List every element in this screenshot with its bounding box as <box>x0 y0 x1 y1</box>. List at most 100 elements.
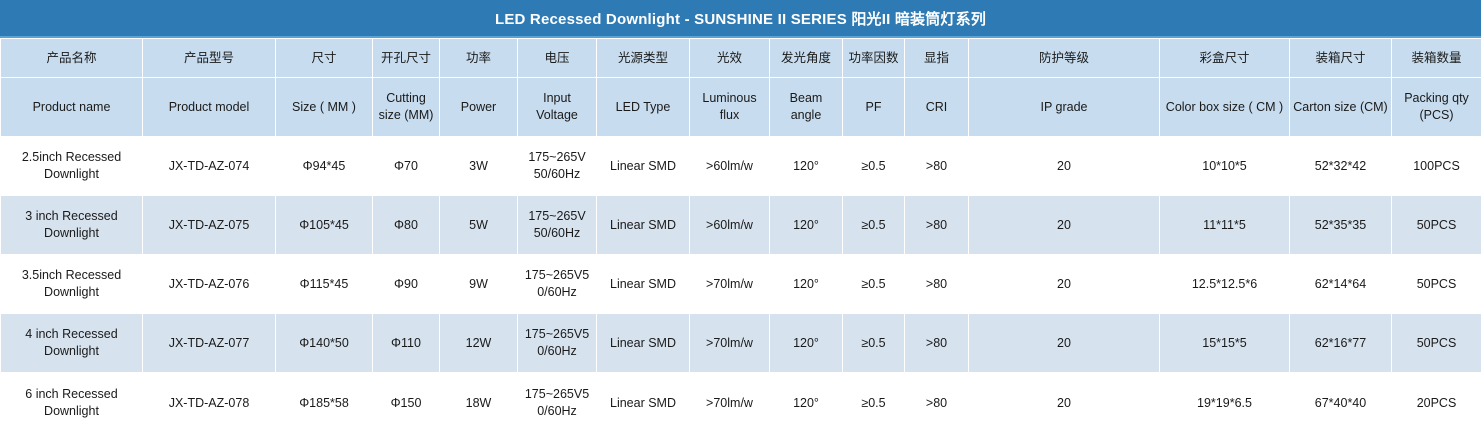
cell-color-box-size: 10*10*5 <box>1159 136 1290 196</box>
cell-power: 3W <box>439 136 518 196</box>
cell-input-voltage: 175~265V 50/60Hz <box>517 195 597 255</box>
cell-led-type: Linear SMD <box>596 195 690 255</box>
col-header-cn: 彩盒尺寸 <box>1159 38 1290 78</box>
col-header-cn: 电压 <box>517 38 597 78</box>
col-header-en: Cutting size (MM) <box>372 77 440 137</box>
cell-carton-size: 62*16*77 <box>1289 313 1392 373</box>
cell-led-type: Linear SMD <box>596 313 690 373</box>
col-header-cn: 光效 <box>689 38 770 78</box>
cell-ip-grade: 20 <box>968 195 1160 255</box>
cell-carton-size: 62*14*64 <box>1289 254 1392 314</box>
cell-power: 5W <box>439 195 518 255</box>
cell-carton-size: 52*32*42 <box>1289 136 1392 196</box>
cell-ip-grade: 20 <box>968 136 1160 196</box>
table-row: 3 inch Recessed Downlight JX-TD-AZ-075 Φ… <box>0 195 1481 255</box>
title-bar: LED Recessed Downlight - SUNSHINE II SER… <box>0 0 1481 38</box>
col-header-cn: 光源类型 <box>596 38 690 78</box>
col-header-en: Size ( MM ) <box>275 77 373 137</box>
cell-beam-angle: 120° <box>769 313 843 373</box>
cell-cutting-size: Φ110 <box>372 313 440 373</box>
table-row: 4 inch Recessed Downlight JX-TD-AZ-077 Φ… <box>0 313 1481 373</box>
col-header-cn: 尺寸 <box>275 38 373 78</box>
cell-product-name: 4 inch Recessed Downlight <box>0 313 143 373</box>
col-header-en: CRI <box>904 77 969 137</box>
cell-beam-angle: 120° <box>769 136 843 196</box>
cell-cri: >80 <box>904 195 969 255</box>
cell-luminous-flux: >60lm/w <box>689 136 770 196</box>
col-header-cn: 功率 <box>439 38 518 78</box>
cell-pf: ≥0.5 <box>842 313 905 373</box>
cell-size: Φ140*50 <box>275 313 373 373</box>
cell-cri: >80 <box>904 136 969 196</box>
cell-ip-grade: 20 <box>968 254 1160 314</box>
col-header-cn: 装箱尺寸 <box>1289 38 1392 78</box>
col-header-en: PF <box>842 77 905 137</box>
col-header-en: Input Voltage <box>517 77 597 137</box>
cell-cri: >80 <box>904 313 969 373</box>
cell-carton-size: 67*40*40 <box>1289 372 1392 434</box>
cell-size: Φ185*58 <box>275 372 373 434</box>
cell-product-name: 6 inch Recessed Downlight <box>0 372 143 434</box>
page-title: LED Recessed Downlight - SUNSHINE II SER… <box>494 10 987 28</box>
cell-luminous-flux: >70lm/w <box>689 313 770 373</box>
cell-product-name: 3.5inch Recessed Downlight <box>0 254 143 314</box>
cell-beam-angle: 120° <box>769 195 843 255</box>
cell-input-voltage: 175~265V5 0/60Hz <box>517 313 597 373</box>
cell-color-box-size: 15*15*5 <box>1159 313 1290 373</box>
col-header-en: Beam angle <box>769 77 843 137</box>
cell-pf: ≥0.5 <box>842 372 905 434</box>
cell-carton-size: 52*35*35 <box>1289 195 1392 255</box>
cell-product-model: JX-TD-AZ-074 <box>142 136 276 196</box>
col-header-en: Power <box>439 77 518 137</box>
col-header-en: Color box size ( CM ) <box>1159 77 1290 137</box>
cell-product-name: 2.5inch Recessed Downlight <box>0 136 143 196</box>
cell-luminous-flux: >70lm/w <box>689 372 770 434</box>
cell-input-voltage: 175~265V5 0/60Hz <box>517 254 597 314</box>
col-header-en: Product name <box>0 77 143 137</box>
cell-power: 9W <box>439 254 518 314</box>
cell-pf: ≥0.5 <box>842 136 905 196</box>
cell-pf: ≥0.5 <box>842 195 905 255</box>
cell-power: 12W <box>439 313 518 373</box>
cell-input-voltage: 175~265V 50/60Hz <box>517 136 597 196</box>
col-header-cn: 功率因数 <box>842 38 905 78</box>
cell-cutting-size: Φ90 <box>372 254 440 314</box>
cell-packing-qty: 50PCS <box>1391 195 1481 255</box>
col-header-en: Carton size (CM) <box>1289 77 1392 137</box>
cell-ip-grade: 20 <box>968 313 1160 373</box>
col-header-en: Packing qty (PCS) <box>1391 77 1481 137</box>
cell-product-model: JX-TD-AZ-077 <box>142 313 276 373</box>
cell-beam-angle: 120° <box>769 254 843 314</box>
cell-packing-qty: 100PCS <box>1391 136 1481 196</box>
col-header-cn: 开孔尺寸 <box>372 38 440 78</box>
table-row: 6 inch Recessed Downlight JX-TD-AZ-078 Φ… <box>0 372 1481 434</box>
col-header-en: Product model <box>142 77 276 137</box>
cell-input-voltage: 175~265V5 0/60Hz <box>517 372 597 434</box>
col-header-cn: 装箱数量 <box>1391 38 1481 78</box>
cell-packing-qty: 20PCS <box>1391 372 1481 434</box>
table-row: 2.5inch Recessed Downlight JX-TD-AZ-074 … <box>0 136 1481 196</box>
cell-size: Φ115*45 <box>275 254 373 314</box>
header-row-en: Product name Product model Size ( MM ) C… <box>0 77 1481 137</box>
cell-ip-grade: 20 <box>968 372 1160 434</box>
cell-product-model: JX-TD-AZ-076 <box>142 254 276 314</box>
spec-table: 产品名称 产品型号 尺寸 开孔尺寸 功率 电压 光源类型 光效 发光角度 功率因… <box>0 38 1481 434</box>
cell-luminous-flux: >70lm/w <box>689 254 770 314</box>
col-header-cn: 显指 <box>904 38 969 78</box>
cell-led-type: Linear SMD <box>596 136 690 196</box>
header-row-cn: 产品名称 产品型号 尺寸 开孔尺寸 功率 电压 光源类型 光效 发光角度 功率因… <box>0 38 1481 78</box>
cell-pf: ≥0.5 <box>842 254 905 314</box>
cell-cri: >80 <box>904 254 969 314</box>
cell-led-type: Linear SMD <box>596 372 690 434</box>
cell-luminous-flux: >60lm/w <box>689 195 770 255</box>
cell-color-box-size: 12.5*12.5*6 <box>1159 254 1290 314</box>
cell-size: Φ105*45 <box>275 195 373 255</box>
cell-product-name: 3 inch Recessed Downlight <box>0 195 143 255</box>
col-header-en: Luminous flux <box>689 77 770 137</box>
cell-cutting-size: Φ150 <box>372 372 440 434</box>
col-header-cn: 产品名称 <box>0 38 143 78</box>
cell-packing-qty: 50PCS <box>1391 313 1481 373</box>
cell-size: Φ94*45 <box>275 136 373 196</box>
cell-cri: >80 <box>904 372 969 434</box>
